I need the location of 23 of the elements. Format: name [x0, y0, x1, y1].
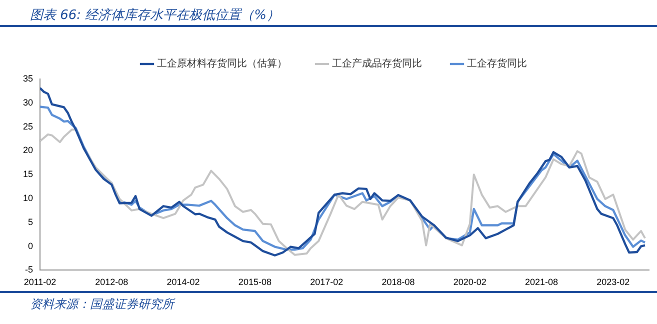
x-tick-label: 2023-02 [596, 277, 630, 288]
y-tick-label: 20 [22, 145, 34, 156]
legend-label: 工企原材料存货同比（估算） [157, 58, 287, 70]
x-tick-label: 2011-02 [24, 277, 56, 288]
x-tick-label: 2017-02 [310, 277, 344, 288]
text: 资料来源：国盛证券研究所 [0, 291, 657, 313]
legend-label: 工企产成品存货同比 [332, 58, 422, 70]
chart-title: 图表 66: 经济体库存水平在极低位置（%） [0, 0, 657, 27]
y-tick-label: 25 [22, 121, 34, 132]
legend-label: 工企存货同比 [467, 58, 527, 70]
y-tick-label: 30 [22, 97, 34, 108]
x-tick-label: 2021-08 [525, 277, 558, 288]
y-tick-label: 0 [28, 240, 34, 251]
x-tick-label: 2015-08 [238, 277, 272, 288]
y-tick-label: -5 [24, 264, 34, 275]
y-tick-label: 10 [22, 192, 34, 203]
y-tick-label: 15 [22, 169, 34, 180]
x-tick-label: 2014-02 [166, 277, 200, 288]
y-tick-label: 5 [28, 216, 34, 227]
x-tick-label: 2012-08 [95, 277, 128, 288]
x-tick-label: 2020-02 [453, 277, 486, 288]
x-tick-label: 2018-08 [382, 277, 415, 288]
y-tick-label: 35 [22, 73, 34, 84]
